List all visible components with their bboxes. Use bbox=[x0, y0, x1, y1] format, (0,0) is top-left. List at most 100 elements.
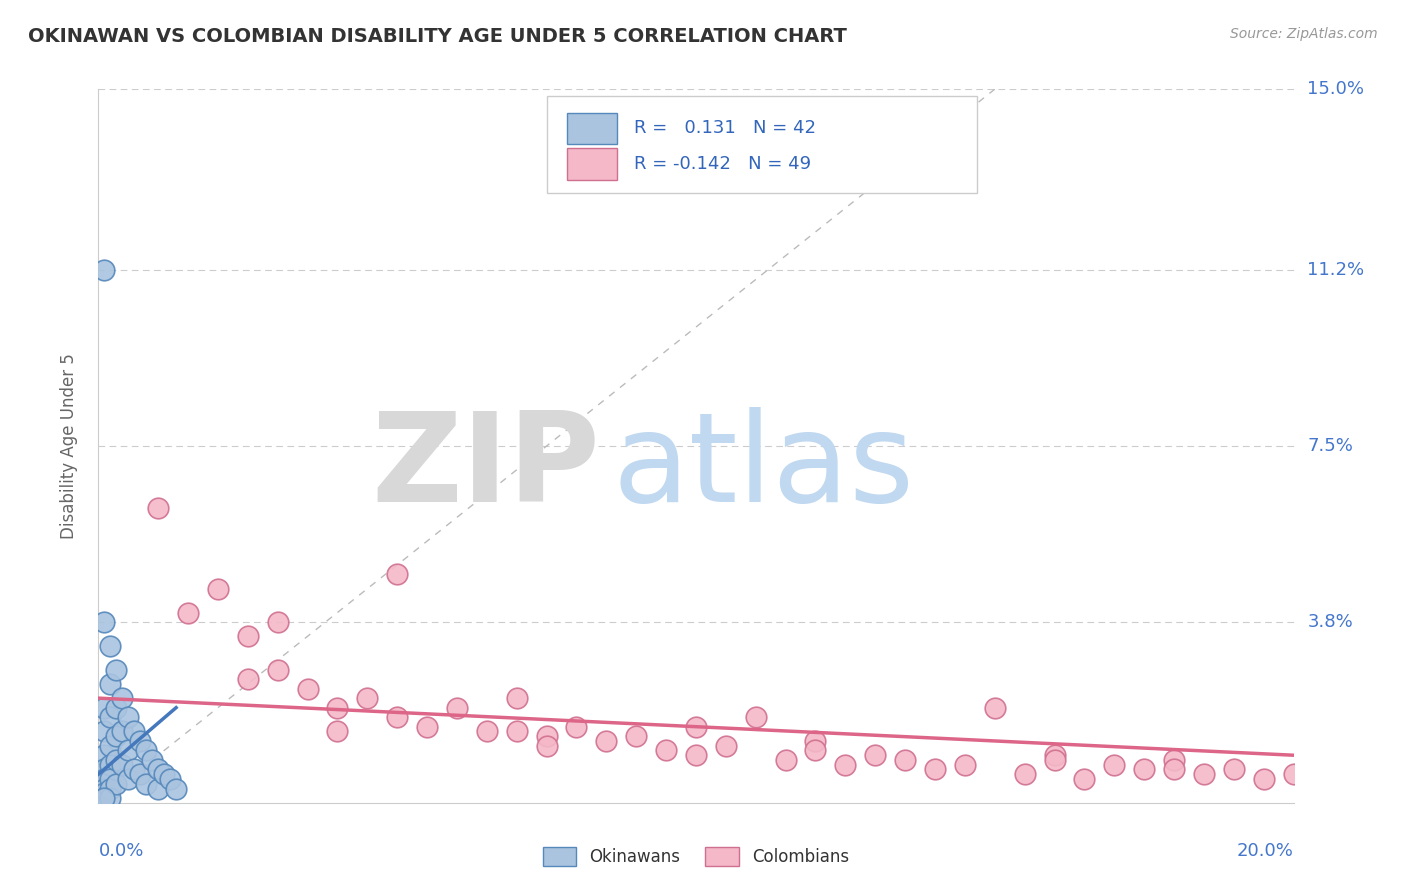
Point bbox=[1043, 748, 1066, 763]
Point bbox=[105, 729, 128, 743]
Text: Source: ZipAtlas.com: Source: ZipAtlas.com bbox=[1230, 27, 1378, 41]
Point bbox=[111, 724, 134, 739]
Point bbox=[105, 663, 128, 677]
Point bbox=[98, 639, 122, 653]
Point bbox=[124, 724, 146, 739]
Point bbox=[129, 767, 152, 781]
Point bbox=[685, 720, 707, 734]
Point bbox=[153, 767, 176, 781]
Point bbox=[141, 753, 163, 767]
FancyBboxPatch shape bbox=[547, 96, 977, 193]
Point bbox=[93, 786, 115, 800]
Point bbox=[93, 791, 115, 805]
Point bbox=[506, 691, 529, 706]
FancyBboxPatch shape bbox=[567, 112, 617, 145]
Point bbox=[595, 734, 617, 748]
Point bbox=[416, 720, 439, 734]
Point bbox=[1133, 763, 1156, 777]
Point bbox=[1043, 753, 1066, 767]
Point bbox=[714, 739, 737, 753]
Point bbox=[1163, 763, 1185, 777]
Point bbox=[1104, 757, 1126, 772]
Point bbox=[98, 710, 122, 724]
Point bbox=[624, 729, 647, 743]
Point bbox=[267, 663, 290, 677]
Point bbox=[385, 567, 409, 582]
Text: ZIP: ZIP bbox=[371, 407, 600, 528]
Point bbox=[953, 757, 976, 772]
Point bbox=[1192, 767, 1215, 781]
Point bbox=[236, 672, 259, 686]
Point bbox=[111, 757, 134, 772]
Point bbox=[865, 748, 887, 763]
Point bbox=[385, 710, 409, 724]
Point bbox=[98, 739, 122, 753]
Point bbox=[565, 720, 588, 734]
Point bbox=[446, 700, 468, 714]
Text: 3.8%: 3.8% bbox=[1308, 613, 1353, 631]
Point bbox=[148, 763, 170, 777]
Point bbox=[98, 772, 122, 786]
Point bbox=[105, 777, 128, 791]
Text: OKINAWAN VS COLOMBIAN DISABILITY AGE UNDER 5 CORRELATION CHART: OKINAWAN VS COLOMBIAN DISABILITY AGE UND… bbox=[28, 27, 846, 45]
FancyBboxPatch shape bbox=[567, 148, 617, 180]
Point bbox=[326, 700, 349, 714]
Point bbox=[117, 710, 139, 724]
Point bbox=[177, 606, 200, 620]
Point bbox=[804, 743, 827, 757]
Point bbox=[894, 753, 917, 767]
Point bbox=[536, 739, 558, 753]
Point bbox=[536, 729, 558, 743]
Point bbox=[105, 700, 128, 714]
Text: 0.0%: 0.0% bbox=[98, 842, 143, 860]
Point bbox=[356, 691, 378, 706]
Point bbox=[1073, 772, 1095, 786]
Point bbox=[745, 710, 768, 724]
Point bbox=[1223, 763, 1246, 777]
Point bbox=[804, 734, 827, 748]
Point bbox=[207, 582, 229, 596]
Text: atlas: atlas bbox=[612, 407, 914, 528]
Point bbox=[93, 781, 115, 796]
Point bbox=[834, 757, 856, 772]
Point bbox=[685, 748, 707, 763]
Point bbox=[1163, 753, 1185, 767]
Point bbox=[159, 772, 181, 786]
Point bbox=[93, 615, 115, 629]
Point bbox=[93, 791, 115, 805]
Point bbox=[93, 748, 115, 763]
Point bbox=[93, 772, 115, 786]
Point bbox=[475, 724, 498, 739]
Point bbox=[148, 500, 170, 515]
Y-axis label: Disability Age Under 5: Disability Age Under 5 bbox=[59, 353, 77, 539]
Point bbox=[326, 724, 349, 739]
Point bbox=[297, 681, 319, 696]
Point bbox=[105, 753, 128, 767]
Point bbox=[267, 615, 290, 629]
Text: 7.5%: 7.5% bbox=[1308, 437, 1354, 455]
Point bbox=[165, 781, 187, 796]
Point bbox=[924, 763, 946, 777]
Point bbox=[129, 734, 152, 748]
Point bbox=[93, 763, 115, 777]
Point bbox=[124, 763, 146, 777]
Point bbox=[93, 263, 115, 277]
Point bbox=[148, 781, 170, 796]
Point bbox=[135, 743, 157, 757]
Point bbox=[1253, 772, 1275, 786]
Point bbox=[655, 743, 678, 757]
Point bbox=[1282, 767, 1305, 781]
Legend: Okinawans, Colombians: Okinawans, Colombians bbox=[536, 840, 856, 873]
Point bbox=[98, 757, 122, 772]
Text: 15.0%: 15.0% bbox=[1308, 80, 1364, 98]
Point bbox=[93, 700, 115, 714]
Point bbox=[111, 691, 134, 706]
Point bbox=[117, 743, 139, 757]
Point bbox=[506, 724, 529, 739]
Point bbox=[98, 791, 122, 805]
Text: 20.0%: 20.0% bbox=[1237, 842, 1294, 860]
Point bbox=[983, 700, 1005, 714]
Point bbox=[98, 677, 122, 691]
Point bbox=[236, 629, 259, 643]
Point bbox=[93, 724, 115, 739]
